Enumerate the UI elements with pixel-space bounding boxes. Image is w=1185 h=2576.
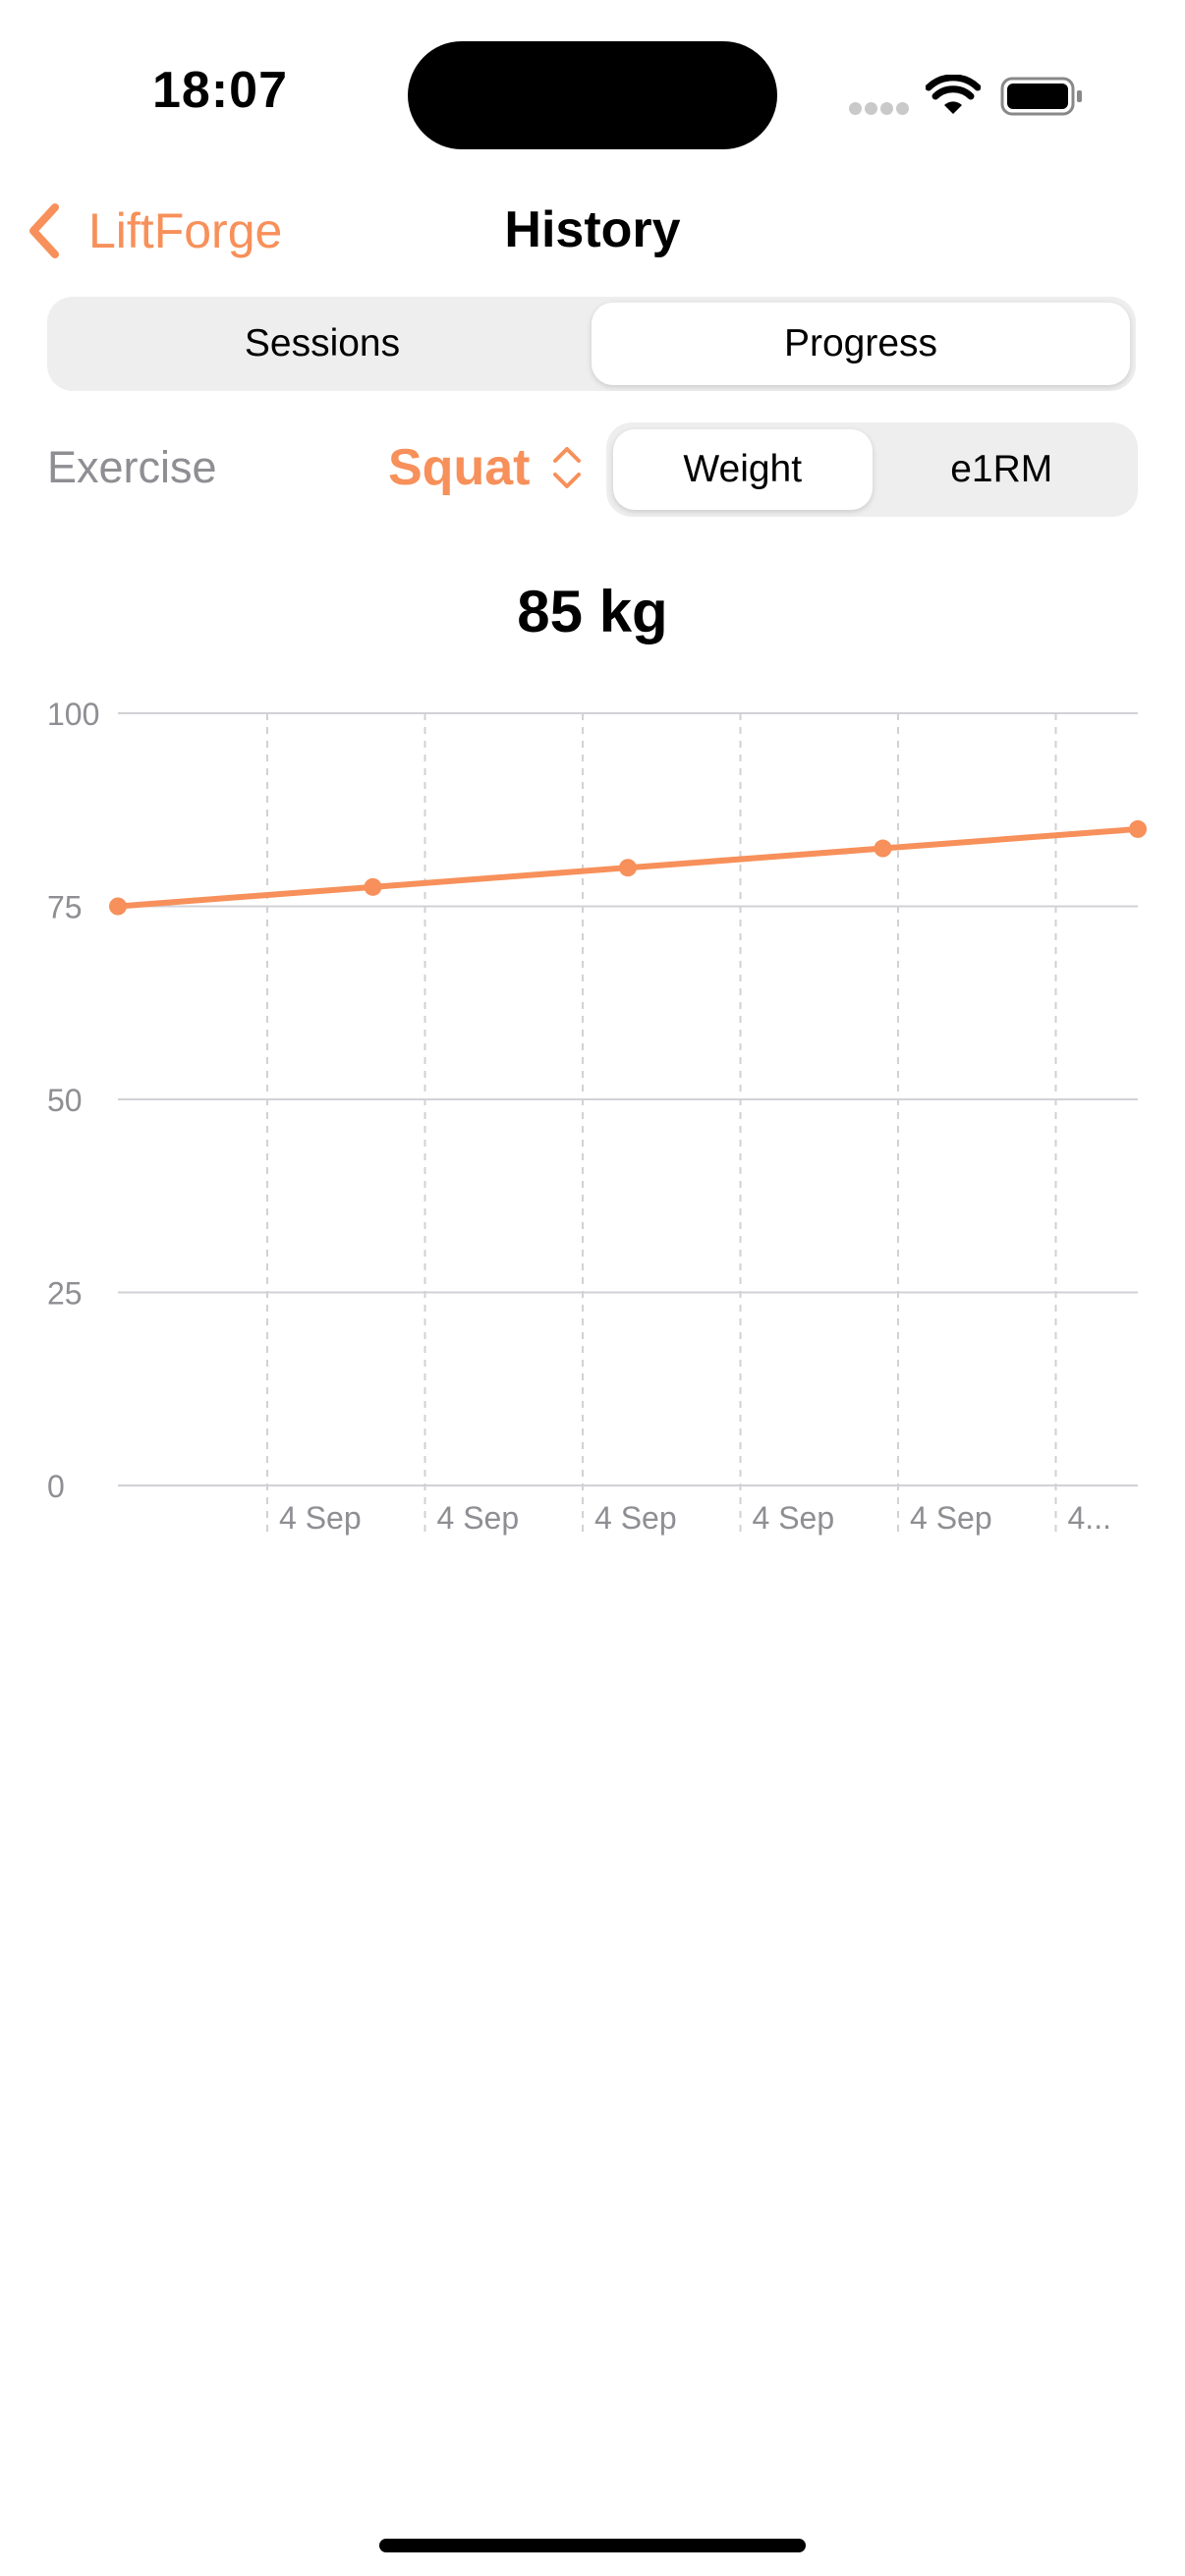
dynamic-island (408, 41, 777, 149)
y-tick-label: 0 (47, 1469, 65, 1504)
page-title: History (504, 201, 681, 258)
metric-segmented-control: Weight e1RM (606, 422, 1138, 517)
home-indicator[interactable] (379, 2539, 806, 2552)
segment-progress[interactable]: Progress (592, 303, 1130, 385)
segment-sessions[interactable]: Sessions (244, 322, 401, 364)
data-point (874, 839, 892, 858)
segment-e1rm[interactable]: e1RM (950, 448, 1053, 490)
y-tick-label: 50 (47, 1083, 83, 1118)
data-point (1129, 819, 1147, 838)
x-tick-label: 4 Sep (437, 1500, 520, 1536)
data-point (619, 859, 637, 877)
data-point (109, 897, 127, 916)
history-mode-segmented-control: Sessions Progress (47, 297, 1136, 391)
exercise-label: Exercise (47, 442, 217, 492)
progress-chart: 0 25 50 75 100 4 Sep 4 Sep 4 Sep 4 Sep 4 Sep 4... (47, 697, 1147, 1537)
cellular-signal-icon (849, 102, 909, 116)
back-button[interactable]: LiftForge (24, 196, 282, 265)
y-tick-label: 75 (47, 890, 83, 925)
chevron-up-down-icon (553, 447, 582, 488)
wifi-icon (926, 75, 981, 114)
chevron-left-icon (29, 203, 59, 258)
x-tick-label: 4 Sep (594, 1500, 677, 1536)
x-tick-label: 4 Sep (910, 1500, 992, 1536)
current-value-headline: 85 kg (517, 579, 668, 644)
segment-weight[interactable]: Weight (613, 429, 873, 510)
back-button-label: LiftForge (88, 203, 283, 258)
x-tick-label: 4... (1068, 1500, 1111, 1536)
x-tick-label: 4 Sep (753, 1500, 835, 1536)
battery-icon (1000, 77, 1082, 116)
x-tick-label: 4 Sep (279, 1500, 362, 1536)
y-tick-label: 25 (47, 1276, 83, 1312)
exercise-picker[interactable]: Squat (388, 432, 583, 503)
status-time: 18:07 (152, 62, 288, 119)
data-point (364, 877, 382, 896)
y-tick-label: 100 (47, 697, 99, 732)
exercise-value: Squat (388, 439, 531, 496)
